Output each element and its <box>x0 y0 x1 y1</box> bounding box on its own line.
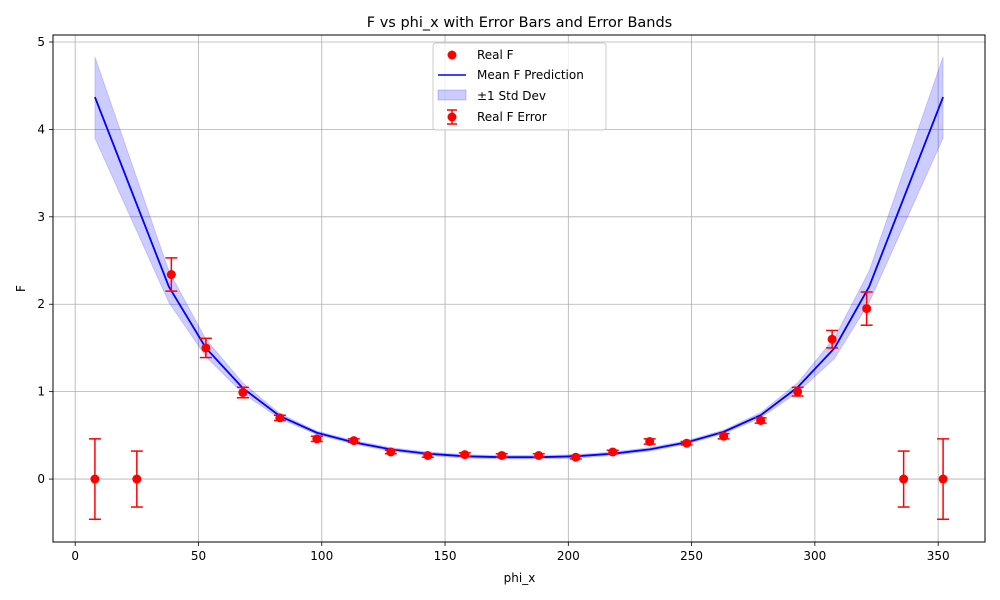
real-point <box>793 387 803 397</box>
legend-error-marker <box>447 112 457 122</box>
y-tick-label: 4 <box>37 122 45 136</box>
x-tick-label: 350 <box>927 549 950 563</box>
mean-line <box>94 96 944 459</box>
legend-real-label: Real F <box>477 48 514 62</box>
real-point <box>423 450 433 460</box>
real-point <box>645 436 655 446</box>
y-tick-label: 1 <box>37 385 45 399</box>
real-point <box>90 474 100 484</box>
real-point <box>719 431 729 441</box>
y-tick-label: 3 <box>37 210 45 224</box>
x-tick-label: 200 <box>557 549 580 563</box>
real-point <box>862 304 872 314</box>
std-band <box>94 56 944 460</box>
x-axis: 0 50 100 150 200 250 300 350 <box>71 542 950 563</box>
real-point <box>132 474 142 484</box>
real-point <box>497 450 507 460</box>
grid <box>53 35 985 542</box>
real-point <box>899 474 909 484</box>
y-axis: 0 1 2 3 4 5 <box>37 35 53 486</box>
real-point <box>938 474 948 484</box>
mean-line-group <box>94 96 944 459</box>
real-point <box>682 438 692 448</box>
x-tick-label: 100 <box>310 549 333 563</box>
x-tick-label: 150 <box>434 549 457 563</box>
real-point <box>756 415 766 425</box>
real-point <box>460 450 470 460</box>
x-tick-label: 50 <box>191 549 206 563</box>
plot-frame <box>52 34 986 543</box>
x-tick-label: 250 <box>680 549 703 563</box>
real-point <box>571 452 581 462</box>
x-tick-label: 300 <box>803 549 826 563</box>
legend-band-label: ±1 Std Dev <box>477 89 546 103</box>
x-tick-label: 0 <box>71 549 79 563</box>
chart-title: F vs phi_x with Error Bars and Error Ban… <box>367 15 672 31</box>
real-point <box>238 388 248 398</box>
real-point <box>312 434 322 444</box>
legend-box <box>432 42 607 131</box>
y-tick-label: 0 <box>37 472 45 486</box>
legend-error-label: Real F Error <box>477 110 547 124</box>
real-point <box>349 436 359 446</box>
legend: Real F Mean F Prediction ±1 Std Dev Real… <box>432 42 607 131</box>
real-point <box>166 270 176 280</box>
x-axis-label: phi_x <box>504 571 536 585</box>
real-point <box>608 447 618 457</box>
y-tick-label: 5 <box>37 35 45 49</box>
legend-mean-label: Mean F Prediction <box>477 68 584 82</box>
real-point <box>201 343 211 353</box>
legend-real-marker <box>447 50 457 60</box>
real-point <box>386 447 396 457</box>
real-points <box>90 270 948 484</box>
std-band-area <box>94 56 944 460</box>
real-point <box>827 334 837 344</box>
y-axis-label: F <box>14 285 28 292</box>
real-point <box>275 413 285 423</box>
legend-band-swatch <box>437 89 467 101</box>
y-tick-label: 2 <box>37 297 45 311</box>
real-point <box>534 450 544 460</box>
